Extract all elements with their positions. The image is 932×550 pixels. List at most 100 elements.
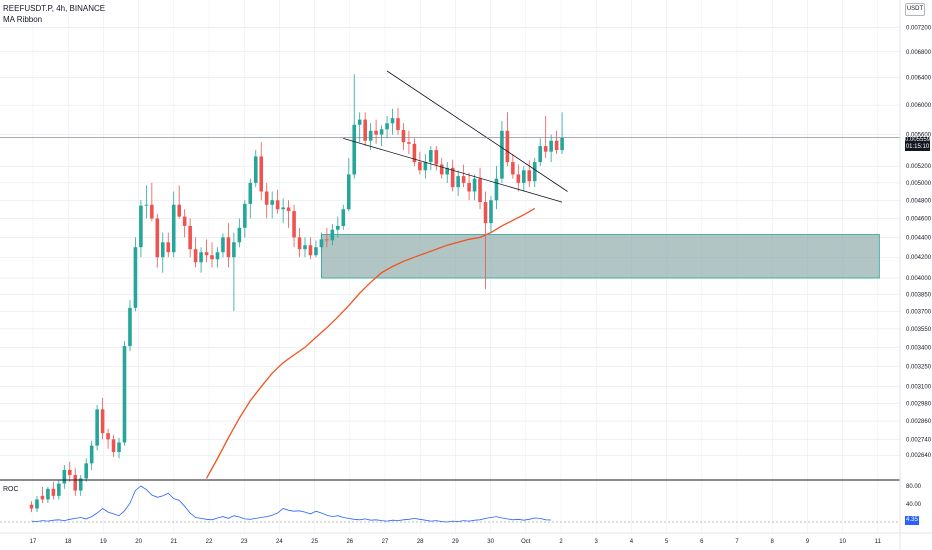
candle <box>177 185 181 219</box>
candle <box>478 167 482 210</box>
candle-body <box>232 242 236 258</box>
price-tick-label: 0.003700 <box>906 309 932 315</box>
candle <box>494 166 499 210</box>
candle-body <box>193 249 198 263</box>
time-tick-label: 11 <box>875 539 882 545</box>
time-tick-label: 25 <box>311 539 318 545</box>
candle-body <box>341 209 346 226</box>
candle <box>434 146 439 171</box>
candle-body <box>122 346 127 443</box>
time-tick-label: 26 <box>346 539 353 545</box>
candle-body <box>259 156 264 192</box>
time-tick-label: 6 <box>700 539 704 545</box>
time-tick-label: 9 <box>806 539 810 545</box>
candle-body <box>243 203 247 228</box>
price-tick-label: 0.002860 <box>906 419 932 425</box>
candle-body <box>412 143 417 163</box>
candle-body <box>368 130 373 141</box>
time-tick-label: 24 <box>276 539 283 545</box>
candle-body <box>314 247 318 256</box>
time-tick-label: 2 <box>559 539 563 545</box>
candle <box>385 115 389 139</box>
candle-body <box>139 205 143 248</box>
candle <box>226 223 231 268</box>
candle <box>253 150 258 188</box>
price-tick-label: 0.003400 <box>906 345 932 351</box>
candle <box>560 112 564 155</box>
candle <box>275 189 280 214</box>
candle <box>46 487 50 504</box>
candle <box>188 218 192 258</box>
price-tick-label: 0.004000 <box>906 276 932 282</box>
candle-body <box>292 211 296 238</box>
candle-body <box>150 204 154 219</box>
symbol-title[interactable]: REEFUSDT.P, 4h, BINANCE <box>3 4 106 13</box>
time-tick-label: 17 <box>30 539 37 545</box>
price-tick-label: 0.003550 <box>906 327 932 333</box>
candle-body <box>522 170 526 183</box>
price-tick-label: 0.004200 <box>906 255 932 261</box>
candle-body <box>554 140 559 151</box>
time-tick-label: 18 <box>65 539 72 545</box>
time-tick-label: 22 <box>206 539 213 545</box>
candle-body <box>303 245 307 250</box>
candle <box>144 185 149 219</box>
price-axis[interactable]: 0.007200 0.006800 0.006400 0.006000 0.005600… <box>906 25 932 459</box>
time-tick-label: 28 <box>417 539 424 545</box>
trendline <box>343 138 563 203</box>
candle <box>418 151 422 175</box>
candle-body <box>253 156 258 183</box>
price-tick-label: 0.007200 <box>906 25 932 31</box>
ma-ribbon-legend[interactable]: MA Ribbon <box>3 15 43 24</box>
candle-body <box>500 130 504 179</box>
roc-pane <box>0 485 900 523</box>
candle-body <box>390 118 395 124</box>
time-axis[interactable]: 17 18 19 20 21 22 23 24 25 26 27 28 29 30 Oct 2 3 4 5 6 7 8 9 1… <box>30 539 882 545</box>
candle-body <box>494 178 499 201</box>
candle-body <box>95 409 99 446</box>
roc-tick-label: 40.00 <box>906 502 922 508</box>
candle <box>543 115 548 159</box>
time-tick-label: 5 <box>665 539 669 545</box>
time-tick-label: 30 <box>487 539 494 545</box>
candle <box>429 146 433 171</box>
candle-body <box>560 137 564 151</box>
candle <box>527 160 532 188</box>
candle <box>516 164 521 192</box>
time-tick-label: 20 <box>135 539 142 545</box>
candle <box>51 481 56 500</box>
candle <box>248 178 253 219</box>
candle-body <box>352 124 357 175</box>
candle <box>505 112 510 167</box>
currency-button[interactable]: USDT <box>905 3 925 16</box>
candles-layer <box>29 74 564 513</box>
time-tick-label: 7 <box>735 539 739 545</box>
candle-body <box>538 146 543 163</box>
candle-body <box>467 182 471 192</box>
candle-body <box>100 409 105 434</box>
candle <box>467 172 471 201</box>
candle <box>259 142 264 201</box>
candle <box>270 191 274 219</box>
candle <box>150 182 154 222</box>
price-tick-label: 0.005600 <box>906 133 932 139</box>
candle <box>243 200 247 238</box>
candle-body <box>221 237 225 253</box>
candle <box>89 440 94 470</box>
time-tick-label: 23 <box>241 539 248 545</box>
candle-body <box>439 164 444 175</box>
candle <box>133 237 138 312</box>
time-tick-label: 27 <box>382 539 389 545</box>
candle <box>554 130 559 155</box>
main-grid <box>0 0 900 533</box>
candle <box>407 130 411 155</box>
candle <box>341 204 346 230</box>
roc-legend[interactable]: ROC <box>3 486 19 493</box>
time-tick-label: 4 <box>630 539 634 545</box>
candle-body <box>275 200 280 210</box>
price-tick-label: 0.002740 <box>906 437 932 443</box>
candle <box>155 213 160 268</box>
candle-body <box>549 140 553 152</box>
